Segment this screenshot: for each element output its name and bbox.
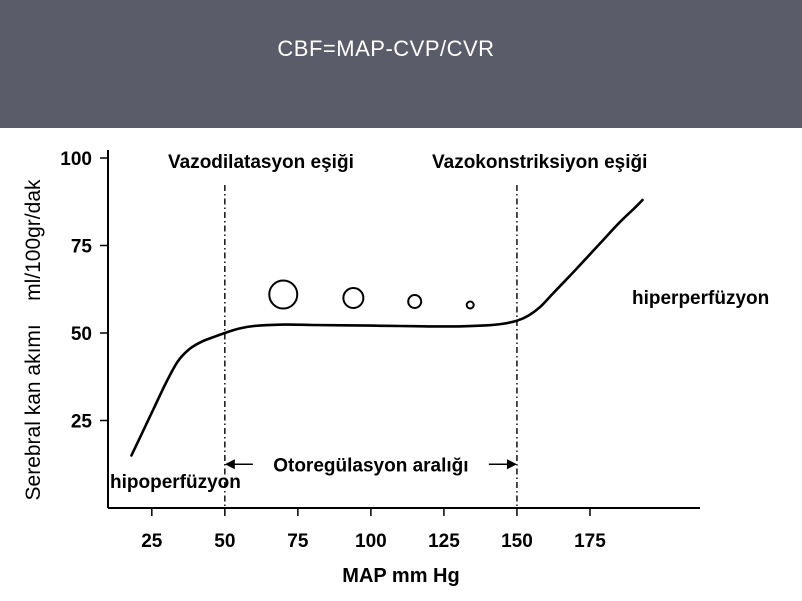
range-label: Otoregülasyon aralığı	[273, 455, 468, 476]
range-label-background	[252, 452, 489, 477]
range-arrow-right	[506, 459, 517, 470]
hypoperfusion-label: hipoperfüzyon	[110, 472, 241, 493]
slide-header: CBF=MAP-CVP/CVR	[0, 0, 802, 128]
range-arrow-left	[224, 459, 235, 470]
x-tick-label: 150	[501, 531, 533, 552]
y-tick-label: 50	[71, 324, 92, 345]
x-tick-label: 175	[574, 531, 606, 552]
x-ticks: 25 50 75 100 125 150 175	[141, 508, 606, 552]
hyperperfusion-label: hiperperfüzyon	[632, 288, 769, 309]
chart-area: 25 50 75 100 25 50 75 100 125 150 175 Otoregülasy…	[0, 128, 802, 596]
x-axis-label: MAP mm Hg	[342, 565, 459, 587]
y-tick-label: 75	[71, 237, 93, 258]
vessel-circle	[465, 300, 475, 310]
y-axis-label: Serebral kan akımı ml/100gr/dak	[22, 179, 45, 500]
series-line	[130, 198, 644, 457]
vasodilation-threshold-label: Vazodilatasyon eşiği	[168, 152, 354, 173]
autoregulation-chart: 25 50 75 100 25 50 75 100 125 150 175 Otoregülasy…	[22, 149, 769, 587]
y-tick-label: 25	[71, 412, 93, 433]
slide-title: CBF=MAP-CVP/CVR	[277, 36, 495, 61]
x-tick-label: 100	[355, 531, 387, 552]
y-tick-label: 100	[60, 149, 92, 170]
x-tick-label: 25	[141, 531, 163, 552]
x-tick-label: 75	[287, 531, 309, 552]
x-tick-label: 50	[214, 531, 235, 552]
vessel-circles	[268, 279, 475, 310]
vasoconstriction-threshold-label: Vazokonstriksiyon eşiği	[432, 152, 647, 173]
x-tick-label: 125	[428, 531, 460, 552]
vessel-circle	[268, 279, 299, 310]
y-ticks: 25 50 75 100	[60, 149, 108, 433]
axes	[107, 150, 700, 509]
vessel-circle	[407, 294, 423, 309]
vessel-circle	[342, 287, 365, 309]
autoregulation-range: Otoregülasyon aralığı	[224, 452, 517, 477]
